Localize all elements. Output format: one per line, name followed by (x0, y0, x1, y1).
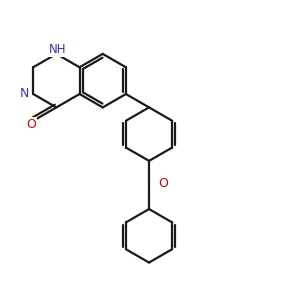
Text: O: O (158, 178, 168, 190)
Text: NH: NH (49, 44, 66, 56)
Text: N: N (20, 86, 29, 100)
Text: O: O (26, 118, 36, 130)
